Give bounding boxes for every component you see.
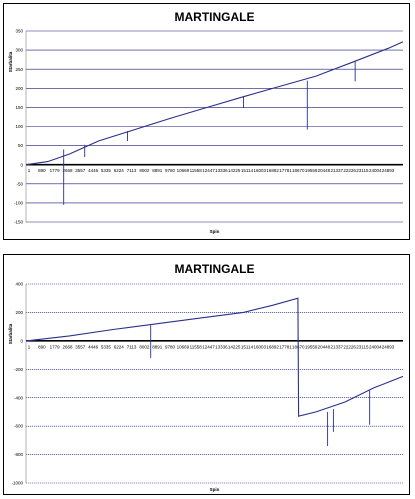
x-axis-title: Spin (210, 487, 220, 492)
x-tick-label: 14225 (228, 344, 241, 349)
x-tick-label: 7113 (127, 344, 137, 349)
x-tick-label: 16003 (254, 344, 267, 349)
x-tick-label: 10669 (177, 168, 190, 173)
y-tick-label: 200 (15, 86, 23, 91)
x-tick-label: 1 (28, 344, 31, 349)
x-tick-label: 17781 (279, 344, 292, 349)
y-tick-label: -150 (14, 220, 24, 225)
y-tick-label: 250 (15, 67, 23, 72)
chart-bottom: MARTINGALE 400 200 0 -200 -400 -600 -800 -1000 1 8… (3, 254, 410, 495)
x-tick-label: 11558 (190, 168, 203, 173)
x-tick-label: 24004 (369, 344, 382, 349)
x-tick-label: 24893 (382, 344, 395, 349)
x-tick-label: 21337 (330, 168, 343, 173)
x-tick-label: 17781 (279, 168, 292, 173)
x-tick-label: 8002 (139, 168, 150, 173)
x-tick-label: 2668 (62, 168, 73, 173)
x-tick-label: 21337 (330, 344, 343, 349)
x-tick-label: 19559 (305, 168, 318, 173)
x-tick-label: 22226 (343, 168, 356, 173)
y-tick-label: 0 (20, 338, 23, 343)
chart-title: MARTINGALE (175, 10, 255, 24)
x-tick-label: 18670 (292, 168, 305, 173)
x-tick-label: 20448 (318, 344, 331, 349)
x-tick-label: 24893 (382, 168, 395, 173)
y-tick-label: -50 (16, 181, 23, 186)
x-tick-label: 13336 (215, 344, 228, 349)
x-tick-label: 16892 (266, 344, 279, 349)
x-tick-label: 23115 (356, 168, 369, 173)
y-axis-title: Starbalita (8, 51, 13, 72)
y-tick-label: 50 (18, 143, 24, 148)
y-tick-label: 0 (20, 162, 23, 167)
x-tick-label: 12447 (202, 168, 215, 173)
x-tick-label: 5335 (101, 344, 112, 349)
y-tick-label: -600 (14, 424, 24, 429)
x-tick-label: 16003 (254, 168, 267, 173)
x-tick-label: 1779 (50, 168, 61, 173)
x-tick-label: 890 (38, 168, 46, 173)
x-tick-label: 6224 (114, 168, 125, 173)
y-tick-label: -100 (14, 201, 24, 206)
x-tick-label: 7113 (127, 168, 137, 173)
x-tick-label: 1 (28, 168, 31, 173)
x-tick-label: 890 (38, 344, 46, 349)
x-tick-label: 19559 (305, 344, 318, 349)
x-tick-label: 1779 (50, 344, 61, 349)
x-tick-label: 14225 (228, 168, 241, 173)
x-tick-label: 9780 (165, 168, 176, 173)
x-tick-label: 20448 (318, 168, 331, 173)
chart-title: MARTINGALE (175, 262, 255, 276)
x-tick-label: 8002 (139, 344, 150, 349)
y-tick-label: -1000 (11, 481, 23, 486)
x-tick-label: 3557 (75, 344, 86, 349)
y-tick-label: -400 (14, 395, 24, 400)
x-tick-label: 4446 (88, 168, 99, 173)
y-axis-title: Starbalita (8, 323, 13, 344)
y-tick-label: 300 (15, 48, 23, 53)
x-tick-label: 22226 (343, 344, 356, 349)
x-tick-label: 15114 (241, 344, 254, 349)
chart-top-svg: MARTINGALE 350 300 250 200 150 100 50 0 -50 -100 -1… (8, 10, 404, 234)
x-tick-label: 9780 (165, 344, 176, 349)
y-tick-label: 350 (15, 29, 23, 34)
x-tick-label: 16892 (266, 168, 279, 173)
x-tick-label: 2668 (62, 344, 73, 349)
y-tick-label: 400 (15, 282, 23, 287)
y-tick-label: -800 (14, 452, 24, 457)
x-axis-title: Spin (210, 229, 220, 234)
x-tick-label: 8891 (152, 168, 163, 173)
x-tick-label: 8891 (152, 344, 163, 349)
chart-top: MARTINGALE 350 300 250 200 150 100 50 0 -50 -100 -1… (3, 3, 410, 240)
x-tick-label: 6224 (114, 344, 125, 349)
x-tick-label: 13336 (215, 168, 228, 173)
y-tick-label: -200 (14, 367, 24, 372)
x-tick-label: 4446 (88, 344, 99, 349)
y-tick-label: 150 (15, 105, 23, 110)
x-tick-label: 24004 (369, 168, 382, 173)
x-tick-label: 15114 (241, 168, 254, 173)
x-tick-label: 11558 (190, 344, 203, 349)
series-line (25, 297, 404, 417)
x-tick-label: 23115 (356, 344, 369, 349)
x-tick-label: 12447 (202, 344, 215, 349)
y-tick-label: 100 (15, 124, 23, 129)
x-tick-label: 10669 (177, 344, 190, 349)
x-tick-label: 5335 (101, 168, 112, 173)
y-tick-label: 200 (15, 310, 23, 315)
chart-bottom-svg: MARTINGALE 400 200 0 -200 -400 -600 -800 -1000 1 8… (8, 262, 404, 492)
x-tick-label: 3557 (75, 168, 86, 173)
series-line (25, 41, 404, 166)
